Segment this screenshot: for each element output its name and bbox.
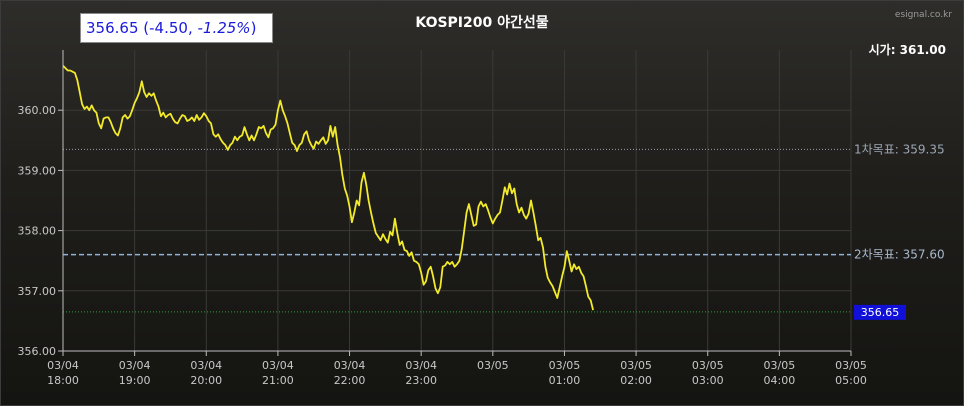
x-tick-label-time: 23:00 (405, 374, 437, 387)
y-tick-label: 356.00 (18, 345, 57, 358)
x-tick-label-date: 03/05 (477, 359, 509, 372)
y-tick-label: 358.00 (18, 225, 57, 238)
x-tick-label-date: 03/04 (334, 359, 366, 372)
x-tick-label-date: 03/04 (405, 359, 437, 372)
x-tick-label-date: 03/04 (190, 359, 222, 372)
price-change-value: -4.50 (149, 19, 188, 37)
x-tick-label-date: 03/04 (119, 359, 151, 372)
x-tick-label-time: 21:00 (262, 374, 294, 387)
y-tick-label: 360.00 (18, 104, 57, 117)
price-series (62, 65, 594, 311)
y-tick-label: 357.00 (18, 285, 57, 298)
current-price: 356.65 (86, 19, 139, 37)
x-tick-label-time: 01:00 (549, 374, 581, 387)
x-tick-label-time: 05:00 (835, 374, 867, 387)
x-tick-label-date: 03/05 (620, 359, 652, 372)
axes: 03/04 18:00 03/04 19:00 03/04 20:00 03/04 21:00… (18, 50, 867, 387)
last-price-badge (854, 304, 906, 320)
brand-label: esignal.co.kr (894, 10, 952, 20)
x-tick-label-time: 20:00 (190, 374, 222, 387)
x-tick-label-time: 03:00 (692, 374, 724, 387)
price-change-box: 356.65 (-4.50, -1.25%) (80, 13, 273, 43)
reference-lines (63, 148, 851, 313)
x-tick-label-date: 03/05 (549, 359, 581, 372)
open-price-label: 시가: 361.00 (869, 42, 946, 57)
x-tick-label-time: 22:00 (334, 374, 366, 387)
target-2-label: 2차목표: 357.60 (854, 248, 945, 262)
target-1-label: 1차목표: 359.35 (854, 142, 945, 156)
x-tick-label-time: 04:00 (764, 374, 796, 387)
price-change: (-4.50, -1.25%) (143, 19, 257, 37)
chart-title: KOSPI200 야간선물 (415, 15, 549, 31)
x-tick-label-date: 03/04 (47, 359, 79, 372)
x-tick-label-time: 02:00 (620, 374, 652, 387)
reference-labels: 시가: 361.00 1차목표: 359.35 2차목표: 357.60 356.65 (854, 42, 946, 320)
x-tick-label-time: 19:00 (119, 374, 151, 387)
x-tick-label-time: 18:00 (47, 374, 79, 387)
last-price-badge-text: 356.65 (861, 306, 900, 319)
price-line (62, 65, 594, 311)
price-change-pct: -1.25% (197, 19, 251, 37)
x-tick-label-date: 03/05 (835, 359, 867, 372)
y-tick-label: 359.00 (18, 164, 57, 177)
x-tick-label-date: 03/05 (692, 359, 724, 372)
x-tick-label-date: 03/04 (262, 359, 294, 372)
x-tick-label-date: 03/05 (764, 359, 796, 372)
